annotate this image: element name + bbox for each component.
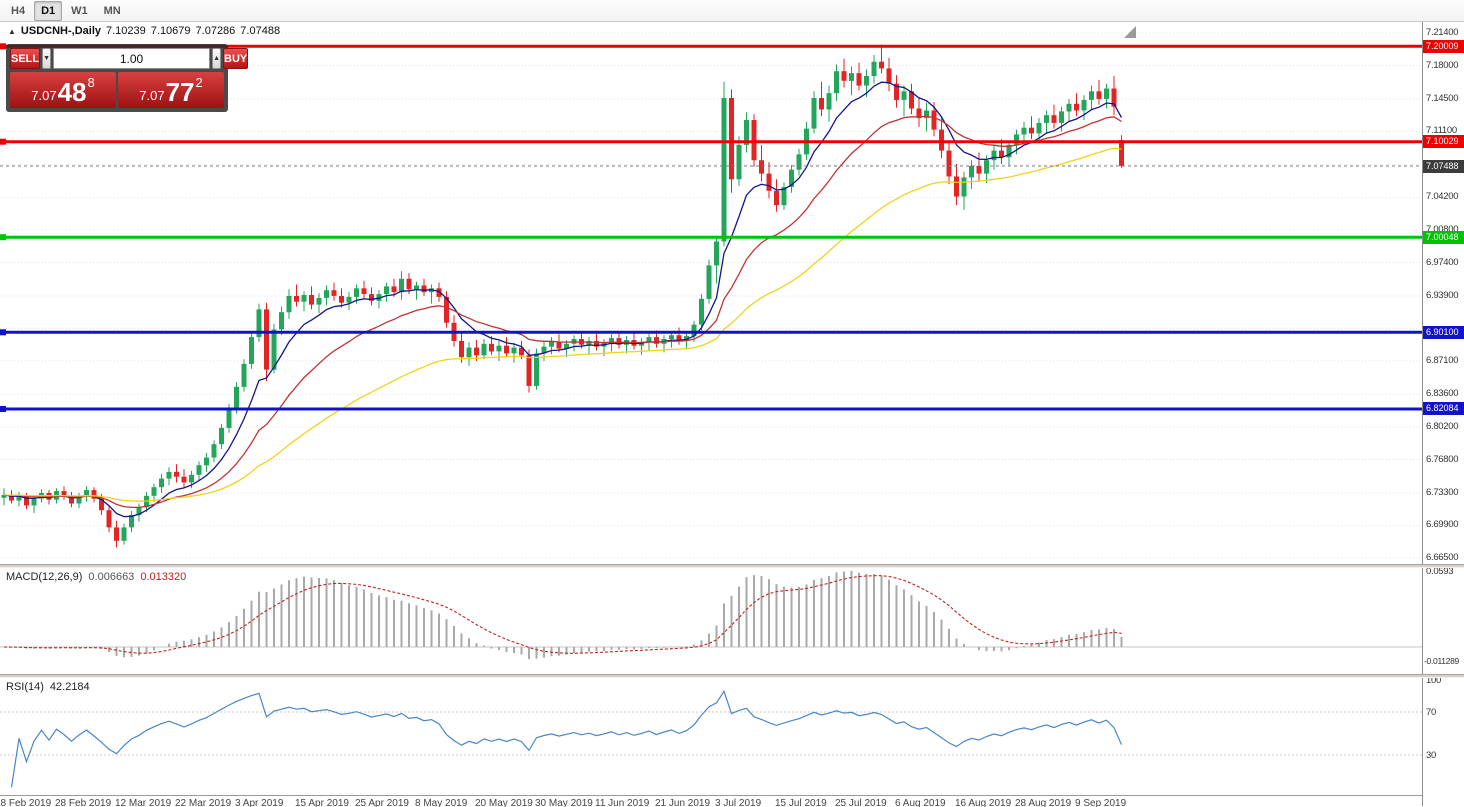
rsi-axis-label: 30	[1426, 750, 1436, 761]
price-badge: 6.82084	[1423, 402, 1464, 415]
price-badge: 6.90100	[1423, 326, 1464, 339]
ask-big-digits: 77	[166, 79, 195, 105]
timeframe-button-w1[interactable]: W1	[64, 1, 95, 21]
rsi-indicator-panel[interactable]: RSI(14) 42.2184	[0, 678, 1422, 795]
price-badge: 7.10029	[1423, 135, 1464, 148]
rsi-value: 42.2184	[50, 681, 90, 693]
chevron-up-icon: ▲	[213, 55, 220, 62]
macd-value: 0.006663	[88, 571, 134, 583]
panel-divider[interactable]	[0, 674, 1464, 678]
timeframe-button-d1[interactable]: D1	[34, 1, 62, 21]
symbol-period-label: USDCNH-,Daily	[21, 25, 101, 37]
ohlc-low: 7.07286	[196, 25, 236, 37]
chevron-down-icon: ▼	[43, 55, 50, 62]
timeframe-button-mn[interactable]: MN	[97, 1, 128, 21]
macd-axis-min: -0.011289	[1424, 656, 1459, 666]
ohlc-open: 7.10239	[106, 25, 146, 37]
chart-title: ▲ USDCNH-,Daily 7.10239 7.10679 7.07286 7.074…	[8, 25, 285, 37]
price-tick-label: 6.83600	[1426, 388, 1458, 399]
price-badge: 7.07488	[1423, 160, 1464, 173]
price-tick-label: 6.80200	[1426, 421, 1458, 432]
volume-increase-button[interactable]: ▲	[212, 48, 221, 69]
buy-button[interactable]: BUY	[223, 48, 248, 69]
rsi-title: RSI(14)	[6, 681, 44, 693]
ask-pip-digit: 2	[196, 75, 203, 90]
bid-pip-digit: 8	[88, 75, 95, 90]
price-tick-label: 6.73300	[1426, 487, 1458, 498]
price-tick-label: 6.66500	[1426, 552, 1458, 563]
price-tick-label: 6.69900	[1426, 519, 1458, 530]
price-tick-label: 6.93900	[1426, 290, 1458, 301]
volume-input[interactable]	[53, 48, 210, 69]
ohlc-close: 7.07488	[240, 25, 280, 37]
panel-divider[interactable]	[0, 564, 1464, 568]
price-tick-label: 7.14500	[1426, 93, 1458, 104]
timeframe-button-h4[interactable]: H4	[4, 1, 32, 21]
volume-decrease-button[interactable]: ▼	[42, 48, 51, 69]
price-badge: 7.00048	[1423, 231, 1464, 244]
macd-indicator-panel[interactable]: MACD(12,26,9) 0.006663 0.013320	[0, 568, 1422, 674]
price-badge: 7.20009	[1423, 40, 1464, 53]
price-tick-label: 7.18000	[1426, 60, 1458, 71]
rsi-canvas[interactable]	[0, 678, 1422, 795]
bid-prefix: 7.07	[31, 88, 56, 103]
macd-canvas[interactable]	[0, 568, 1422, 674]
rsi-axis-label: 70	[1426, 707, 1436, 718]
rsi-label: RSI(14) 42.2184	[6, 681, 96, 693]
price-tick-label: 7.21400	[1426, 27, 1458, 38]
price-tick-label: 7.04200	[1426, 191, 1458, 202]
price-tick-label: 6.87100	[1426, 355, 1458, 366]
macd-title: MACD(12,26,9)	[6, 571, 82, 583]
ohlc-high: 7.10679	[151, 25, 191, 37]
ask-prefix: 7.07	[139, 88, 164, 103]
price-tick-label: 6.76800	[1426, 454, 1458, 465]
sell-button[interactable]: SELL	[10, 48, 40, 69]
bid-big-digits: 48	[58, 79, 87, 105]
macd-signal-value: 0.013320	[140, 571, 186, 583]
price-tick-label: 6.97400	[1426, 257, 1458, 268]
macd-label: MACD(12,26,9) 0.006663 0.013320	[6, 571, 192, 583]
symbol-marker-icon: ▲	[8, 27, 16, 36]
